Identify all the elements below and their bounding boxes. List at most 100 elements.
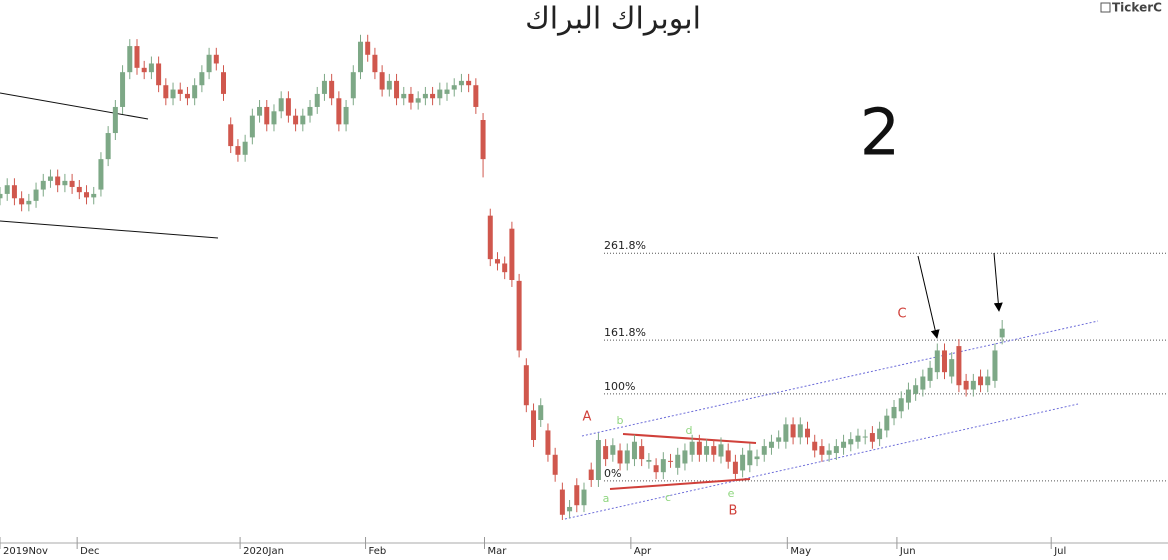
candle-body (148, 63, 154, 73)
candle-body (711, 446, 717, 455)
brand: TickerC (1112, 1, 1162, 15)
candle-body (112, 106, 118, 134)
candle-body (487, 215, 493, 260)
x-tick-label: Jun (899, 546, 916, 557)
candle-body (783, 424, 789, 442)
arrow (993, 252, 1003, 312)
big-label: 2 (860, 97, 901, 171)
candle-body (696, 441, 702, 455)
candle-body (408, 93, 414, 103)
arrow (917, 255, 940, 339)
candle-body (891, 406, 897, 419)
candle-body (329, 80, 335, 99)
candles (0, 34, 1005, 520)
candle-body (444, 89, 450, 94)
candle-body (559, 489, 565, 515)
candle-body (552, 454, 558, 475)
candle-body (98, 159, 104, 190)
candle-body (812, 441, 818, 451)
candle-body (257, 106, 263, 116)
candle-body (689, 441, 695, 455)
candle-body (516, 280, 522, 351)
chart-title: ابوبراك البراك (525, 2, 701, 37)
candle-body (0, 193, 3, 199)
candle-body (682, 450, 688, 464)
candle-body (480, 120, 486, 160)
candle-body (300, 115, 306, 125)
candle-body (40, 180, 46, 190)
candle-body (999, 328, 1005, 338)
candle-body (631, 441, 637, 460)
candle-body (531, 410, 537, 440)
wave-label: e (728, 487, 735, 500)
candle-body (905, 389, 911, 403)
wave-label: B (729, 504, 738, 519)
candle-body (26, 200, 32, 205)
candle-body (177, 89, 183, 94)
candle-body (228, 124, 234, 147)
candle-body (819, 446, 825, 455)
candle-body (718, 444, 724, 457)
candle-body (913, 385, 919, 394)
candle-body (603, 446, 609, 460)
candle-body (134, 46, 140, 68)
candle-body (199, 72, 205, 86)
candle-body (934, 350, 940, 373)
candle-body (141, 67, 147, 73)
x-tick-label: 2020Jan (243, 546, 284, 557)
candle-body (4, 185, 10, 194)
candle-body (47, 176, 53, 181)
candle-body (675, 454, 681, 468)
candle-body (473, 85, 479, 107)
candle-body (120, 72, 126, 107)
candle-body (848, 439, 854, 445)
x-tick-label: Mar (488, 546, 508, 557)
candle-body (379, 72, 385, 90)
candle-body (668, 460, 674, 462)
candle-body (588, 469, 594, 480)
wave-label: A (583, 410, 592, 425)
candle-body (127, 46, 133, 73)
candle-body (992, 350, 998, 381)
wave-label: b (617, 414, 624, 427)
candle-body (826, 450, 832, 455)
candle-body (869, 433, 875, 442)
candle-body (278, 98, 284, 112)
candle-body (639, 446, 645, 460)
x-tick-label: Jul (1053, 546, 1066, 557)
candle-body (19, 198, 25, 205)
candle-body (833, 446, 839, 454)
wave-label: d (686, 424, 693, 437)
candle-body (437, 89, 443, 99)
candle-body (62, 180, 68, 186)
candle-body (523, 365, 529, 406)
candle-body (401, 93, 407, 99)
candle-body (941, 350, 947, 373)
candle-body (264, 106, 270, 125)
candle-body (898, 398, 904, 412)
candle-body (884, 415, 890, 431)
candle-body (740, 454, 746, 471)
candle-body (761, 446, 767, 455)
candle-body (271, 111, 277, 125)
x-tick-label: Apr (634, 546, 652, 557)
candle-body (790, 424, 796, 438)
candle-body (646, 460, 652, 462)
candle-body (949, 359, 955, 377)
candle-body (963, 380, 969, 390)
candle-body (805, 428, 811, 438)
candle-body (206, 54, 212, 73)
candle-body (11, 185, 17, 199)
x-axis-ticks: 2019Nov Dec 2020Jan Feb Mar Apr May Jun Jul (0, 537, 1066, 557)
candle-body (538, 405, 544, 420)
candle-body (494, 259, 500, 264)
candle-body (978, 376, 984, 386)
channel-line (581, 320, 1099, 437)
candle-body (451, 85, 457, 90)
candle-body (394, 80, 400, 99)
candle-body (747, 450, 753, 466)
candle-body (307, 106, 313, 116)
trend-line (0, 92, 149, 120)
candle-body (725, 450, 731, 462)
